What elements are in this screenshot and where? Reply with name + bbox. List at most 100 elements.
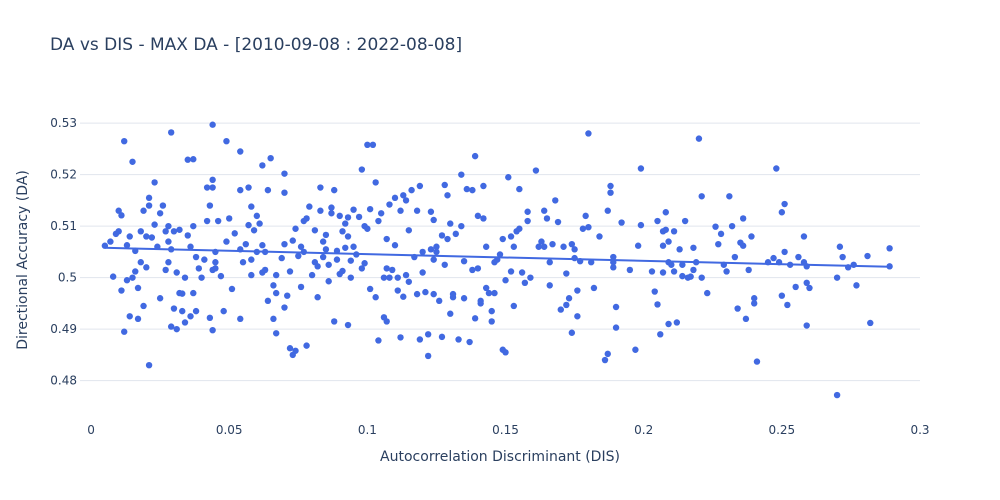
data-point [452, 230, 459, 238]
data-point [687, 273, 694, 280]
data-point [250, 227, 258, 234]
data-point [342, 220, 349, 227]
data-point [286, 268, 294, 275]
data-point [143, 264, 150, 271]
data-point [568, 240, 576, 248]
data-point [322, 231, 330, 239]
data-point [145, 194, 153, 202]
data-point [601, 356, 609, 364]
data-point [665, 320, 672, 328]
data-point [140, 302, 147, 310]
data-point [165, 238, 172, 245]
data-point [751, 300, 758, 307]
data-point [358, 166, 366, 173]
data-point [571, 254, 578, 262]
data-point [839, 253, 846, 261]
data-point [781, 248, 788, 256]
data-point [739, 242, 747, 249]
data-point [463, 185, 471, 193]
data-point [126, 313, 133, 320]
data-point [833, 274, 841, 281]
data-point [134, 315, 142, 323]
data-point [331, 186, 338, 194]
data-point [488, 318, 495, 325]
data-point [195, 265, 203, 272]
data-point [632, 346, 639, 353]
y-tick-label: 0.52 [50, 168, 77, 182]
data-point [167, 129, 175, 136]
x-tick-label: 0 [87, 423, 95, 437]
data-point [587, 259, 595, 266]
data-point [549, 240, 556, 248]
data-point [151, 179, 158, 186]
data-point [206, 202, 214, 209]
data-point [662, 209, 669, 216]
data-point [148, 234, 156, 241]
data-point [480, 182, 487, 190]
data-point [422, 288, 429, 296]
data-point [206, 314, 214, 322]
data-point [184, 156, 191, 163]
data-point [430, 216, 437, 224]
data-point [557, 306, 564, 313]
data-point [364, 225, 371, 232]
data-points [101, 121, 893, 399]
data-point [303, 215, 310, 222]
data-point [209, 121, 216, 128]
data-point [272, 289, 280, 297]
data-point [366, 285, 374, 293]
data-point [223, 137, 230, 145]
y-axis-title: Directional Accuracy (DA) [15, 170, 31, 350]
data-point [237, 186, 244, 194]
data-point [123, 277, 131, 284]
data-point [695, 135, 703, 142]
data-point [281, 304, 288, 311]
data-point [118, 212, 125, 219]
data-point [527, 274, 534, 281]
data-point [541, 207, 548, 214]
data-point [134, 284, 142, 292]
data-point [156, 210, 164, 217]
data-point [833, 391, 841, 399]
data-point [129, 274, 136, 281]
data-point [447, 220, 454, 227]
data-point [784, 301, 791, 309]
data-point [610, 264, 617, 271]
data-point [203, 217, 211, 225]
data-point [212, 265, 219, 272]
data-point [286, 345, 294, 352]
data-point [607, 189, 614, 196]
data-point [389, 266, 396, 274]
data-point [408, 186, 415, 194]
data-point [336, 212, 343, 220]
x-tick-label: 0.05 [216, 423, 243, 437]
data-point [886, 245, 893, 252]
data-point [510, 243, 518, 250]
data-point [416, 336, 424, 343]
data-point [659, 269, 667, 276]
data-point [372, 294, 379, 301]
data-point [563, 301, 570, 309]
trendline-group [104, 246, 893, 268]
data-point [673, 319, 681, 326]
data-point [568, 329, 576, 336]
data-point [853, 282, 860, 289]
data-point [474, 265, 482, 272]
data-point [303, 342, 310, 349]
data-point [753, 358, 761, 365]
data-point [314, 294, 321, 301]
data-point [319, 253, 327, 261]
data-point [333, 256, 341, 263]
data-point [444, 192, 451, 199]
data-point [676, 246, 683, 253]
data-point [582, 212, 589, 220]
data-point [662, 226, 669, 233]
data-point [535, 243, 542, 250]
data-point [212, 259, 219, 266]
data-point [460, 295, 468, 302]
data-point [704, 289, 711, 297]
data-point [648, 268, 656, 275]
data-point [474, 212, 482, 220]
data-point [179, 290, 186, 297]
data-point [377, 210, 385, 217]
